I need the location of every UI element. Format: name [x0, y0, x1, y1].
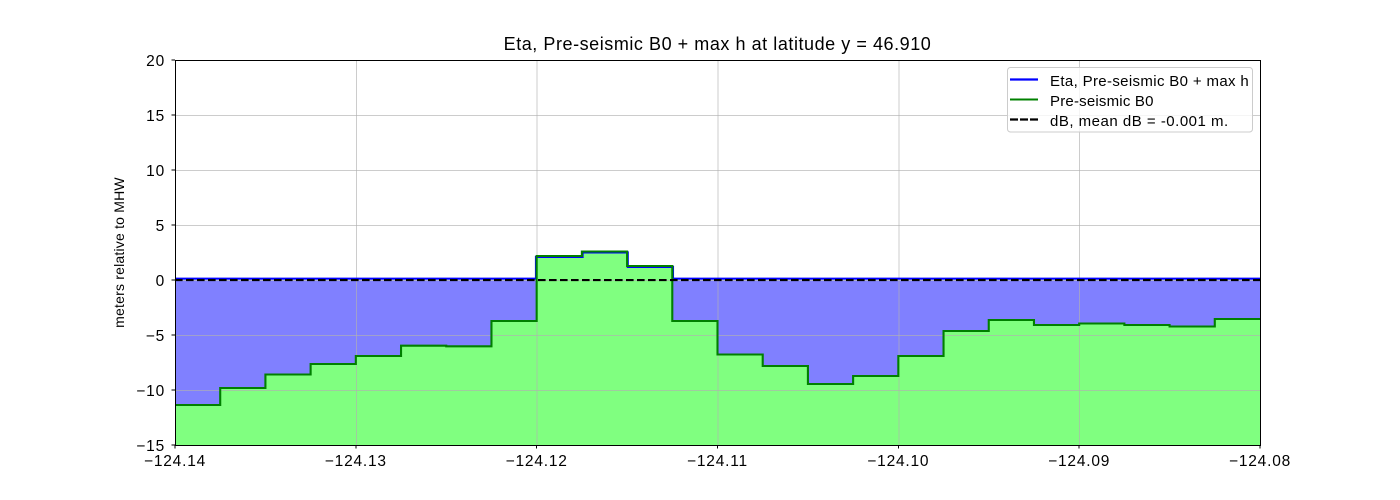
svg-text:Eta, Pre-seismic B0 + max h at: Eta, Pre-seismic B0 + max h at latitude … — [504, 34, 932, 54]
svg-text:meters relative to MHW: meters relative to MHW — [111, 177, 127, 328]
svg-text:−124.11: −124.11 — [687, 453, 748, 470]
svg-text:20: 20 — [146, 53, 165, 70]
svg-text:−124.09: −124.09 — [1048, 453, 1110, 470]
svg-text:Eta, Pre-seismic B0 + max h: Eta, Pre-seismic B0 + max h — [1050, 73, 1249, 90]
svg-text:5: 5 — [156, 218, 165, 235]
svg-text:−124.14: −124.14 — [144, 453, 206, 470]
svg-text:0: 0 — [156, 273, 165, 290]
svg-text:−124.13: −124.13 — [325, 453, 387, 470]
svg-text:10: 10 — [146, 163, 165, 180]
svg-text:−124.08: −124.08 — [1229, 453, 1291, 470]
svg-text:−124.12: −124.12 — [506, 453, 568, 470]
svg-text:−10: −10 — [136, 383, 165, 400]
svg-text:dB, mean dB = -0.001 m.: dB, mean dB = -0.001 m. — [1050, 113, 1229, 130]
svg-text:Pre-seismic B0: Pre-seismic B0 — [1050, 93, 1154, 110]
svg-text:−5: −5 — [146, 328, 165, 345]
svg-text:−124.10: −124.10 — [867, 453, 929, 470]
svg-text:−15: −15 — [136, 438, 165, 455]
svg-text:15: 15 — [146, 108, 165, 125]
